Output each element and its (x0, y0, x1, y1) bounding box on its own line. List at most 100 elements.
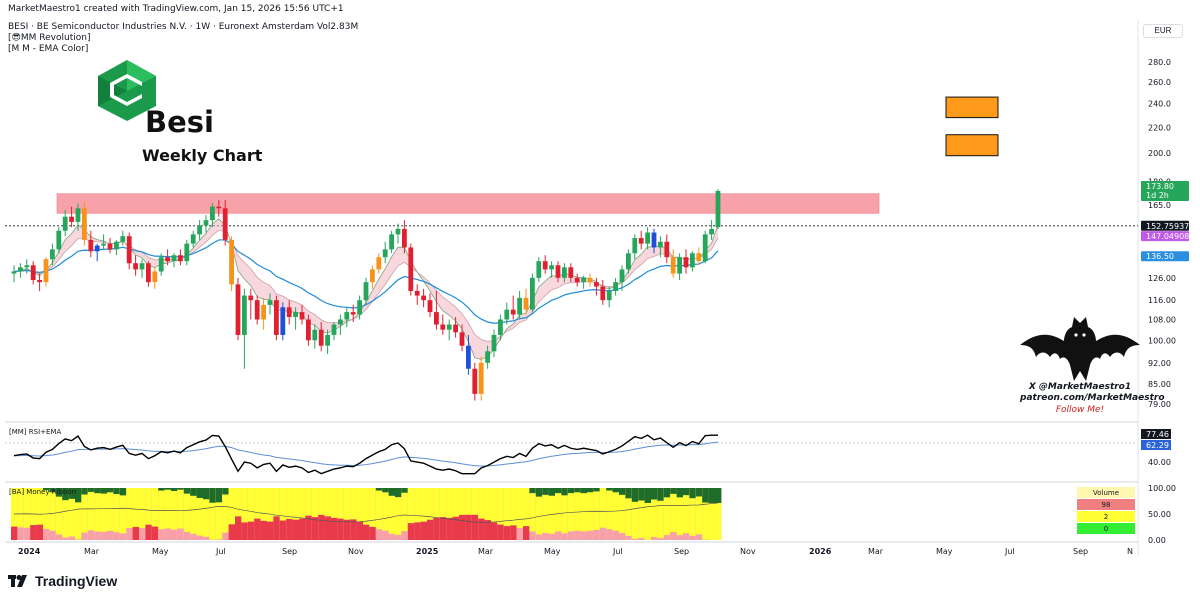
y-tick-label: 220.0 (1148, 123, 1171, 132)
ribbon-bar-red (465, 514, 472, 540)
ribbon-bar-yellow (190, 488, 197, 534)
ribbon-bar-red (356, 521, 363, 540)
candle-body (56, 230, 62, 250)
candle-body (446, 324, 452, 330)
ribbon-bar-yellow (279, 488, 287, 521)
candle (709, 220, 714, 240)
candle (536, 257, 542, 283)
candle-body (75, 208, 81, 222)
tradingview-footer[interactable]: TradingView (8, 571, 117, 591)
ribbon-bar-yellow (273, 488, 280, 517)
rsi-value-label-bg (1141, 429, 1171, 439)
ribbon-bar (689, 488, 696, 540)
candle (165, 249, 170, 266)
candle-body (581, 277, 586, 283)
rsi-label: [MM] RSI+EMA (9, 428, 61, 436)
ribbon-bar-yellow (561, 488, 568, 534)
ribbon-bar (715, 488, 722, 540)
ribbon-bar-green (625, 488, 632, 499)
candle (146, 261, 151, 287)
candle (107, 238, 113, 254)
ribbon-bar-red (427, 519, 434, 540)
ribbon-bar (420, 488, 427, 540)
candle (30, 261, 36, 285)
ribbon-bar-green (107, 488, 114, 493)
ribbon-bar (260, 488, 267, 540)
candle-body (94, 245, 100, 252)
ribbon-bar-yellow (395, 488, 402, 535)
volume-legend-title: Volume (1077, 487, 1135, 499)
ribbon-bar-yellow (267, 488, 274, 522)
ribbon-bar-yellow (644, 488, 651, 540)
ribbon-bar-green (535, 488, 543, 497)
x-tick-label: 2025 (416, 547, 439, 556)
candle-body (408, 247, 414, 292)
ribbon-bar-yellow (484, 488, 491, 521)
ribbon-bar (407, 488, 415, 540)
ribbon-bar-yellow (689, 488, 696, 536)
ribbon-bar-yellow (471, 488, 479, 515)
x-tick-label: Nov (348, 547, 364, 556)
ribbon-bar-red (439, 517, 447, 540)
ribbon-bar-green (561, 488, 568, 496)
bat-silhouette-icon (1020, 317, 1140, 381)
ribbon-bar-green (183, 488, 191, 494)
ribbon-bar-yellow (11, 488, 18, 527)
candle-body (178, 255, 183, 262)
candle (485, 345, 490, 369)
candle (587, 273, 593, 287)
ribbon-bar-green (203, 488, 210, 500)
indicator-label-ema-color[interactable]: [M M - EMA Color] (8, 44, 89, 54)
candle-body (626, 253, 631, 270)
ribbon-bar (356, 488, 363, 540)
ribbon-bar-yellow (126, 488, 133, 529)
candle (542, 255, 548, 274)
candle-body (30, 265, 36, 280)
ribbon-bar-yellow (414, 488, 421, 523)
ribbon-bar (68, 488, 75, 540)
candle (619, 265, 625, 292)
ribbon-bar-yellow (516, 488, 523, 529)
ribbon-bar-yellow (247, 488, 255, 522)
ribbon-bar (331, 488, 338, 540)
candle-body (382, 249, 388, 258)
candle-body (171, 255, 177, 262)
ribbon-bar-yellow (535, 488, 543, 535)
candle (171, 253, 177, 268)
candle-body (702, 234, 708, 262)
ribbon-bar-yellow (235, 488, 242, 517)
candle-body (306, 319, 311, 341)
ribbon-bar-yellow (81, 488, 88, 533)
y-tick-label: 116.00 (1148, 296, 1176, 305)
currency-button[interactable]: EUR (1143, 24, 1183, 38)
ribbon-bar-yellow (139, 488, 146, 529)
candle-body (210, 206, 215, 221)
ribbon-bar-yellow (401, 488, 408, 532)
ribbon-bar (702, 488, 709, 540)
ribbon-bar-yellow (145, 488, 152, 525)
ribbon-bar (196, 488, 203, 540)
ribbon-bar-yellow (350, 488, 357, 520)
ribbon-bar (292, 488, 299, 540)
ribbon-bar-red (267, 521, 274, 540)
candle (382, 241, 388, 264)
ribbon-bar-yellow (491, 488, 498, 523)
candle-body (293, 312, 298, 317)
ribbon-bar-red (145, 524, 152, 540)
ribbon-bar-green (190, 488, 197, 496)
candle (632, 234, 638, 260)
ribbon-bar (369, 488, 376, 540)
indicator-label-revolution[interactable]: [😎MM Revolution] (8, 33, 91, 43)
candle-body (101, 243, 106, 246)
ribbon-bar-green (567, 488, 575, 494)
ribbon-bar-yellow (363, 488, 370, 525)
symbol-info[interactable]: BESI · BE Semiconductor Industries N.V. … (8, 22, 359, 32)
x-tick-label: Jul (612, 547, 623, 556)
brand-name: Besi (145, 105, 214, 139)
ribbon-bar (708, 488, 715, 540)
ribbon-bar (446, 488, 453, 540)
candle (555, 261, 561, 283)
ribbon-bar-red (299, 518, 306, 540)
ribbon-bar (695, 488, 703, 540)
